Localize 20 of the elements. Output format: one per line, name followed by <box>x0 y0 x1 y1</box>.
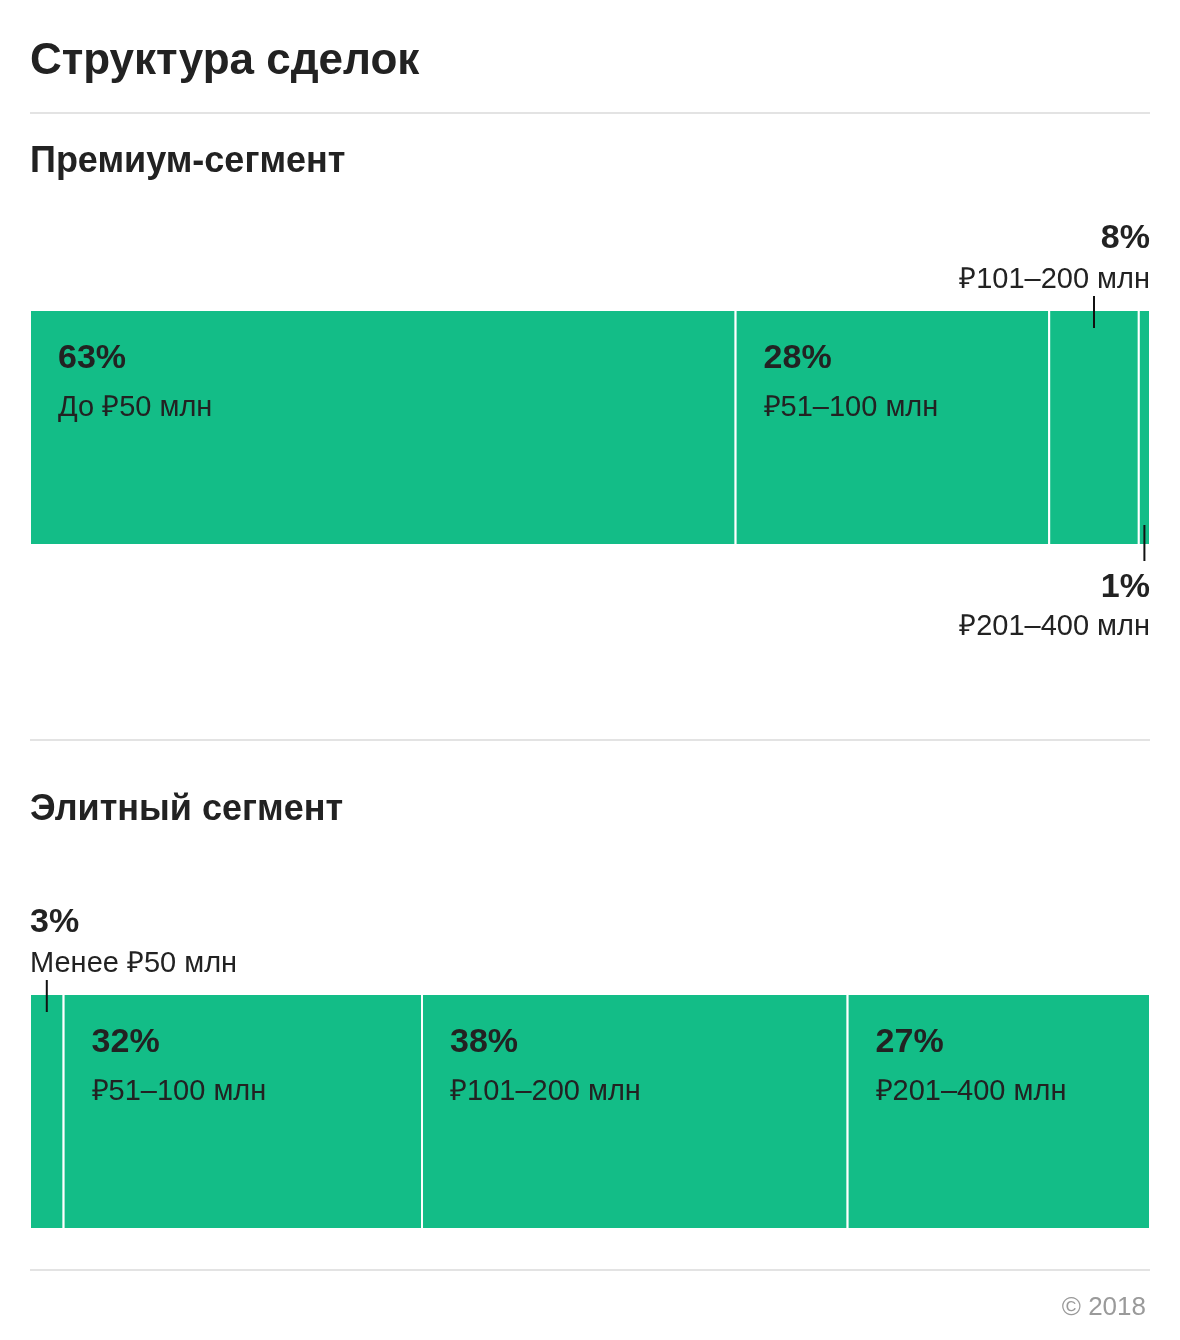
data-label: 8% <box>1100 217 1150 255</box>
chart-title: Структура сделок <box>30 34 421 83</box>
series-label: Менее ₽50 млн <box>30 946 238 978</box>
text: © 2018 <box>1061 1291 1146 1321</box>
data-label: 28% <box>763 337 832 375</box>
series-label: ₽51–100 млн <box>91 1074 267 1106</box>
data-label: 32% <box>91 1021 160 1059</box>
chart-subtitle: Премиум-сегмент <box>30 139 346 180</box>
series-label: ₽201–400 млн <box>875 1074 1067 1106</box>
data-label: 63% <box>58 337 127 375</box>
data-label: 27% <box>875 1021 944 1059</box>
chart-title: Элитный сегмент <box>30 787 344 828</box>
series-label: До ₽50 млн <box>58 390 213 422</box>
series-label: ₽101–200 млн <box>450 1074 641 1106</box>
series-label: ₽101–200 млн <box>959 262 1150 294</box>
text: ₽201–400 млн <box>959 609 1150 641</box>
data-label: 1% <box>1100 566 1150 604</box>
data-label: 38% <box>450 1021 519 1059</box>
series-label: ₽51–100 млн <box>763 390 939 422</box>
data-label: 3% <box>30 901 80 939</box>
